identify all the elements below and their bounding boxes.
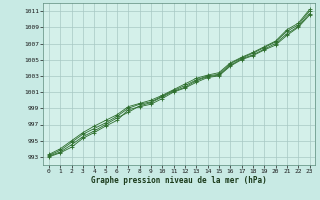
X-axis label: Graphe pression niveau de la mer (hPa): Graphe pression niveau de la mer (hPa) xyxy=(91,176,267,185)
